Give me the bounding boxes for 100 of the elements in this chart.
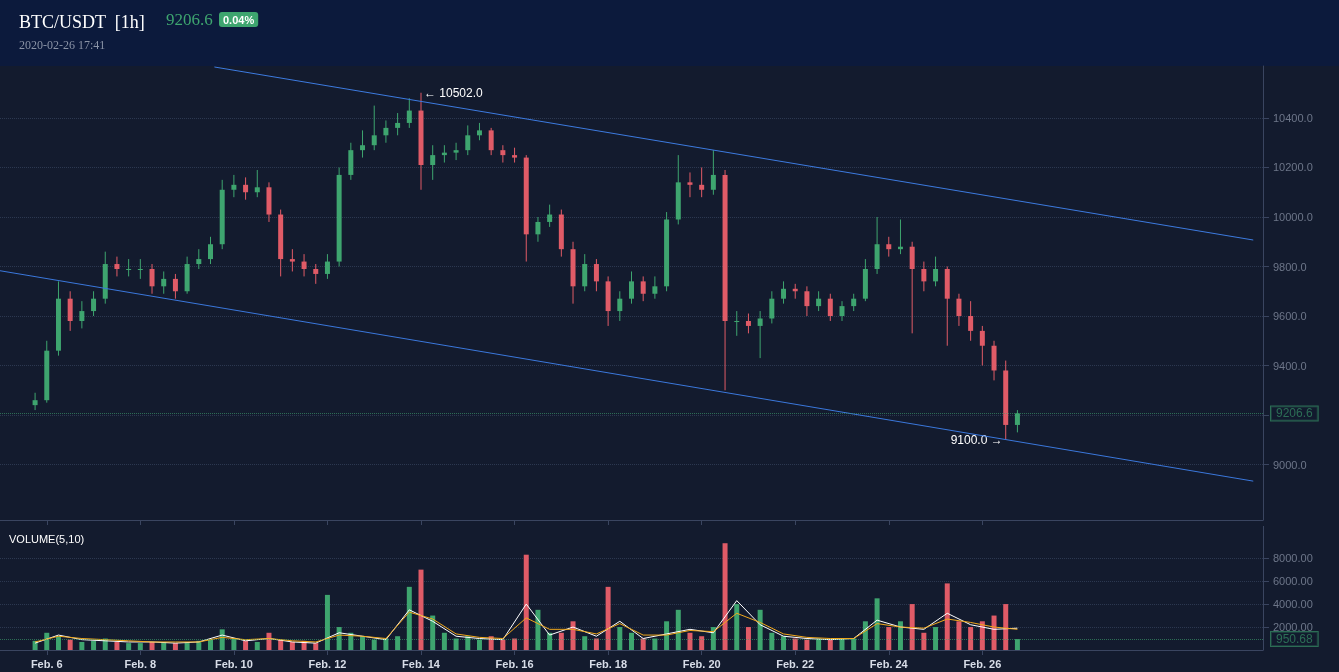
x-tick-label: Feb. 22 bbox=[776, 657, 815, 670]
y-tick-label: 9800.0 bbox=[1273, 260, 1307, 273]
candlestick bbox=[979, 325, 985, 367]
candlestick bbox=[734, 310, 740, 337]
candlestick bbox=[149, 263, 155, 295]
bar bbox=[745, 627, 751, 650]
bar bbox=[851, 638, 857, 650]
candlestick bbox=[453, 142, 459, 161]
bar bbox=[640, 638, 646, 650]
x-tick-label: Feb. 14 bbox=[402, 657, 441, 670]
bar bbox=[804, 639, 810, 650]
ref-line-label: 9206.6 bbox=[1276, 406, 1314, 421]
candlestick bbox=[640, 275, 646, 302]
bar bbox=[137, 643, 143, 650]
candlestick bbox=[313, 263, 319, 285]
x-tick-label: Feb. 8 bbox=[124, 657, 157, 670]
text: 0.04% bbox=[223, 13, 255, 26]
x-tick-label: Feb. 24 bbox=[869, 657, 909, 670]
bar bbox=[418, 569, 424, 650]
bar bbox=[289, 641, 295, 650]
bar bbox=[500, 639, 506, 650]
candlestick bbox=[699, 166, 705, 198]
candlestick bbox=[430, 144, 436, 181]
candlestick bbox=[254, 169, 260, 198]
y-tick-label: 10200.0 bbox=[1273, 161, 1313, 174]
candlestick bbox=[582, 253, 588, 292]
bar bbox=[956, 621, 962, 650]
bar bbox=[582, 636, 588, 650]
bar bbox=[535, 609, 541, 650]
bar bbox=[558, 632, 564, 650]
bar bbox=[371, 639, 377, 650]
candlestick bbox=[617, 290, 623, 322]
bar bbox=[360, 636, 366, 650]
candlestick bbox=[968, 300, 974, 342]
candlestick bbox=[243, 176, 249, 201]
y-tick-label: 10000.0 bbox=[1273, 211, 1313, 223]
bar bbox=[827, 639, 833, 650]
x-tick-label: Feb. 20 bbox=[682, 657, 721, 670]
candlestick bbox=[921, 261, 927, 292]
y-tick-label: 9600.0 bbox=[1273, 310, 1307, 323]
x-tick-label: Feb. 18 bbox=[589, 657, 628, 670]
line-series bbox=[34, 600, 1018, 644]
bar bbox=[687, 632, 693, 650]
candlestick bbox=[161, 270, 167, 295]
bar bbox=[944, 583, 950, 650]
candlestick bbox=[909, 241, 915, 334]
candlestick bbox=[301, 253, 307, 277]
bar bbox=[570, 621, 576, 650]
bar bbox=[79, 641, 85, 650]
candlestick bbox=[769, 290, 775, 324]
bar bbox=[67, 639, 73, 650]
candlestick bbox=[32, 392, 38, 411]
bar bbox=[664, 621, 670, 650]
bar bbox=[547, 632, 553, 650]
candlestick bbox=[547, 204, 553, 228]
x-tick-label: Feb. 16 bbox=[495, 657, 534, 670]
candlestick bbox=[687, 171, 693, 198]
candlestick bbox=[535, 216, 541, 243]
bar bbox=[324, 594, 330, 650]
x-tick-label: Feb. 12 bbox=[308, 657, 347, 670]
candlestick bbox=[757, 310, 763, 359]
candlestick bbox=[383, 119, 389, 144]
bar bbox=[629, 632, 634, 650]
chart-subtitle: 2020-02-26 17:41 bbox=[19, 38, 106, 52]
bar bbox=[523, 554, 529, 650]
bar bbox=[605, 586, 611, 650]
bar bbox=[1014, 639, 1020, 650]
candlestick bbox=[488, 127, 494, 156]
candlestick bbox=[710, 149, 716, 196]
candlestick bbox=[827, 293, 833, 322]
candlestick bbox=[79, 300, 85, 329]
bar bbox=[593, 638, 599, 650]
candlestick bbox=[500, 144, 506, 164]
candlestick bbox=[933, 256, 939, 287]
candlestick bbox=[593, 258, 599, 292]
bar bbox=[617, 627, 623, 650]
candlestick bbox=[91, 290, 97, 317]
bar bbox=[862, 621, 868, 650]
candlestick bbox=[231, 174, 237, 198]
candlestick bbox=[126, 258, 132, 277]
candlestick bbox=[324, 253, 330, 280]
candlestick bbox=[395, 112, 401, 136]
x-tick-label: Feb. 26 bbox=[963, 657, 1002, 670]
candlestick bbox=[956, 293, 962, 327]
y-tick-label: 2000.00 bbox=[1273, 621, 1313, 634]
annotation: 9100.0 → bbox=[950, 432, 1003, 447]
bar bbox=[991, 615, 997, 650]
y-tick-label: 8000.00 bbox=[1273, 552, 1313, 565]
x-tick-label: Feb. 10 bbox=[214, 657, 253, 670]
bar bbox=[1003, 604, 1009, 650]
bar bbox=[453, 638, 459, 650]
bar bbox=[512, 638, 518, 650]
bar bbox=[933, 627, 939, 650]
candlestick bbox=[839, 300, 845, 322]
candlestick bbox=[114, 256, 120, 277]
y-tick-label: 9400.0 bbox=[1273, 359, 1307, 372]
bar bbox=[254, 641, 260, 650]
candlestick bbox=[371, 105, 377, 151]
candlestick bbox=[67, 290, 73, 332]
bar bbox=[757, 609, 763, 650]
